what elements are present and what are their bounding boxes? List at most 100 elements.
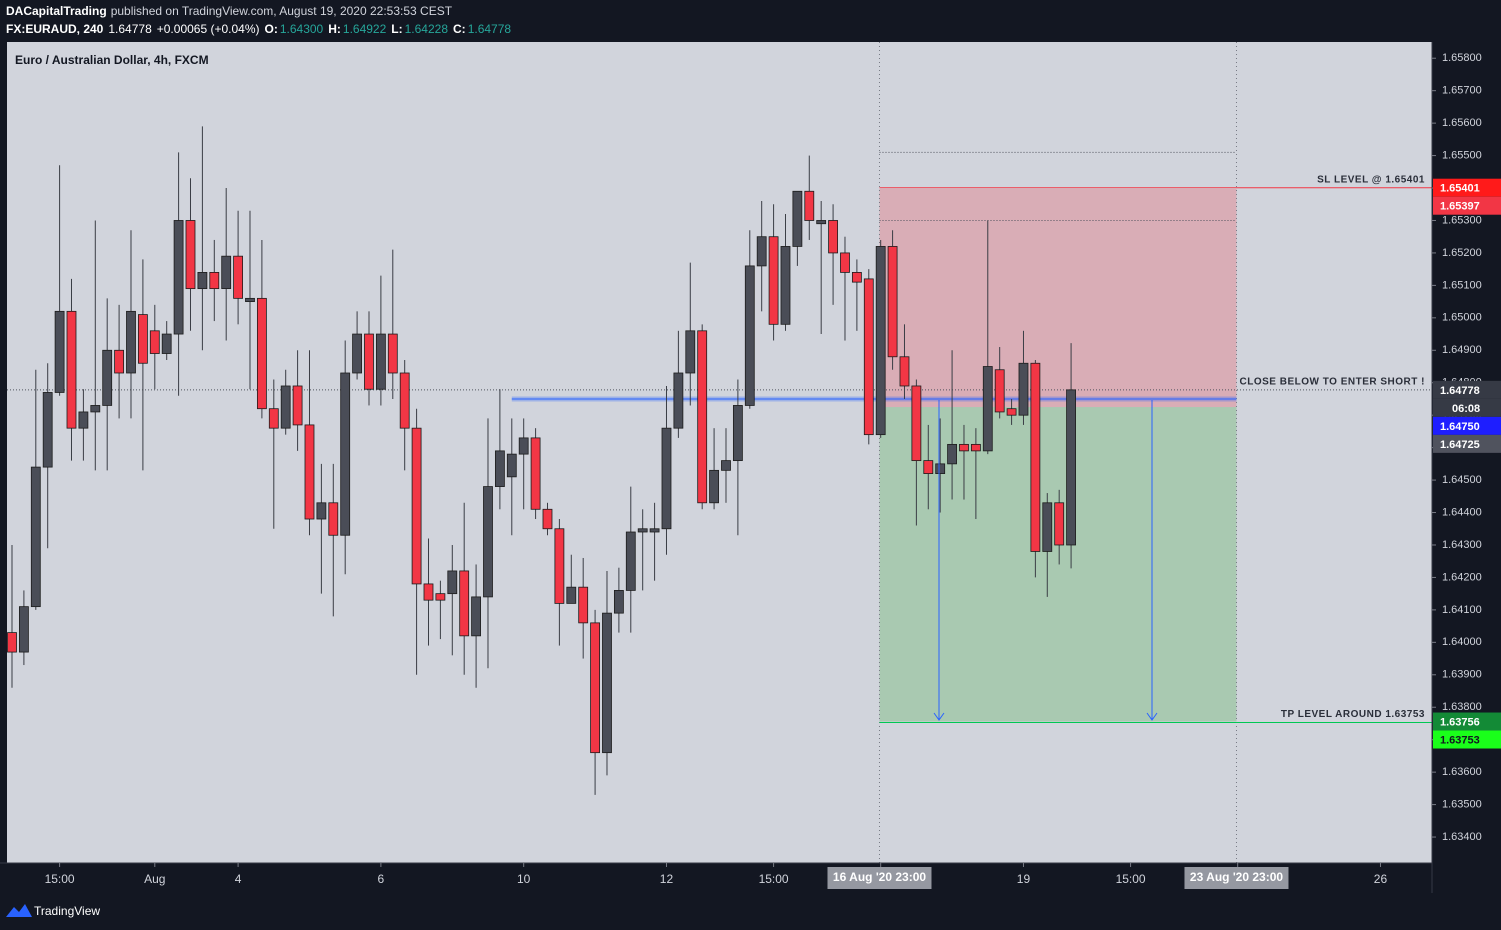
candle-body (947, 443, 957, 465)
candle-body (935, 463, 946, 474)
y-tick-label: 1.63800 (1442, 701, 1482, 713)
candle-body (887, 246, 898, 358)
annotation: CLOSE BELOW TO ENTER SHORT ! (1240, 377, 1425, 388)
ohlc-value: 1.64778 (468, 22, 512, 36)
chart-title: Euro / Australian Dollar, 4h, FXCM (15, 53, 209, 67)
candle-body (280, 385, 291, 429)
x-tick-label: 6 (378, 872, 385, 886)
candle-body (816, 220, 827, 225)
y-tick-label: 1.65700 (1442, 85, 1482, 97)
candle-body (661, 427, 672, 530)
x-tick-label: 10 (517, 872, 531, 886)
candle-body (66, 310, 77, 429)
candle-body (530, 437, 541, 510)
x-tick-label: 4 (235, 872, 242, 886)
published: published on TradingView.com, August 19,… (111, 4, 453, 18)
candle-body (256, 297, 267, 410)
candle-body (518, 437, 529, 455)
candle-body (90, 405, 101, 413)
footer-brand: TradingView (34, 904, 100, 918)
target-arrows (933, 400, 1158, 721)
candle-body (578, 586, 589, 624)
y-tick-label: 1.64100 (1442, 604, 1482, 616)
candle-body (340, 372, 351, 536)
candle-body (982, 366, 993, 452)
candle-body (1030, 362, 1041, 552)
arrow-head (933, 712, 945, 721)
y-tick-label: 1.64500 (1442, 474, 1482, 486)
candle-body (744, 265, 755, 406)
lines (7, 151, 1432, 723)
annotations: SL LEVEL @ 1.65401 CLOSE BELOW TO ENTER S… (1240, 174, 1425, 720)
plot-area (7, 42, 1432, 863)
candle-body (1066, 389, 1076, 546)
y-tick-label: 1.64900 (1442, 344, 1482, 356)
candle-body (1054, 502, 1065, 546)
candle-body (54, 310, 65, 393)
axes: 1.634001.635001.636001.637001.638001.639… (45, 52, 1501, 889)
candle-body (126, 310, 136, 374)
candle-body (542, 508, 553, 530)
candle-body (268, 408, 279, 429)
candle-body (828, 220, 838, 254)
candle-body (149, 330, 160, 354)
candle-body (625, 531, 636, 591)
candle-body (494, 450, 505, 487)
y-tick-label: 1.64000 (1442, 636, 1482, 648)
candle-body (732, 405, 743, 462)
candle-body (863, 278, 874, 436)
candle-body (173, 220, 184, 335)
y-tick-label: 1.65800 (1442, 52, 1482, 64)
candle-body (994, 369, 1005, 413)
candle-body (316, 502, 327, 520)
candle-body (471, 596, 481, 637)
y-tick-label: 1.63900 (1442, 669, 1482, 681)
candle-body (590, 622, 600, 754)
x-highlight-box (1184, 867, 1289, 889)
x-highlight-label: 16 Aug '20 23:00 (833, 870, 926, 884)
price-label: 1.63756 (1440, 716, 1480, 728)
candle-body (102, 349, 113, 406)
countdown-box (1433, 398, 1501, 417)
ohlc-value: 1.64300 (280, 22, 324, 36)
candle-body (899, 356, 910, 387)
price-label-box (1433, 712, 1501, 731)
candle-body (137, 314, 148, 364)
candle-body (483, 486, 493, 598)
ohlc-value: 1.64228 (405, 22, 449, 36)
ohlc-label: H: (328, 22, 341, 36)
price-label: 1.64750 (1440, 421, 1480, 433)
y-tick-label: 1.63600 (1442, 766, 1482, 778)
y-tick-label: 1.65000 (1442, 312, 1482, 324)
candle-body (161, 333, 172, 354)
candle-body (756, 236, 767, 267)
candle-body (399, 372, 410, 429)
footer: TradingView (6, 904, 100, 918)
x-tick-label: 15:00 (45, 872, 75, 886)
candle-body (804, 190, 815, 221)
y-tick-label: 1.64200 (1442, 571, 1482, 583)
candle-body (375, 333, 386, 390)
price-label-box (1433, 434, 1501, 453)
candle-body (506, 453, 517, 478)
ohlc-label: L: (391, 22, 402, 36)
arrow-head (1146, 712, 1158, 721)
candle-body (721, 460, 731, 471)
logo (6, 904, 32, 917)
y-tick-label: 1.64300 (1442, 539, 1482, 551)
candle-body (840, 252, 850, 273)
candle-body (566, 586, 577, 604)
candle-body (959, 443, 969, 452)
y-tick-label: 1.63400 (1442, 831, 1482, 843)
candle-body (233, 255, 243, 299)
candle-body (1006, 408, 1017, 416)
candle-body (459, 570, 470, 637)
y-tick-label: 1.65300 (1442, 214, 1482, 226)
y-tick-label: 1.65200 (1442, 247, 1482, 259)
ohlc-label: C: (453, 22, 466, 36)
annotation: SL LEVEL @ 1.65401 (1317, 174, 1425, 185)
candles (7, 126, 1076, 795)
price-label: 1.65397 (1440, 201, 1480, 213)
